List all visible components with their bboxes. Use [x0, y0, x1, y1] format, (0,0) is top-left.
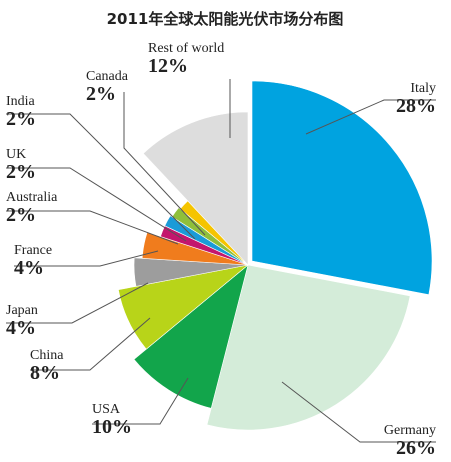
leader-line-germany	[281, 381, 436, 443]
slice-china	[117, 264, 249, 350]
slice-italy	[251, 80, 433, 296]
slice-uk	[164, 215, 249, 266]
label-value-china: 8%	[30, 362, 60, 384]
label-value-japan: 4%	[6, 317, 36, 339]
label-value-australia: 2%	[6, 204, 36, 226]
label-value-france: 4%	[14, 257, 44, 279]
label-name-china: China	[30, 348, 64, 363]
leader-line-australia	[6, 210, 179, 245]
slice-japan	[133, 257, 249, 287]
slice-rest-of-world	[142, 111, 249, 266]
label-name-italy: Italy	[410, 81, 436, 96]
slice-usa	[133, 264, 249, 409]
label-name-uk: UK	[6, 147, 26, 162]
label-value-canada: 2%	[86, 83, 116, 105]
chart-title: 2011年全球太阳能光伏市场分布图	[107, 10, 344, 28]
leader-lines	[6, 79, 436, 443]
leader-line-india	[6, 113, 196, 240]
slices-layer	[117, 80, 433, 431]
label-value-italy: 28%	[396, 95, 436, 117]
leader-line-japan	[6, 282, 149, 324]
leader-line-france	[14, 250, 159, 267]
label-name-australia: Australia	[6, 190, 58, 205]
label-name-canada: Canada	[86, 69, 129, 84]
label-name-rest-of-world: Rest of world	[148, 41, 224, 56]
leader-line-italy	[305, 99, 436, 135]
label-value-usa: 10%	[92, 416, 132, 438]
leader-line-canada	[123, 92, 206, 236]
slice-germany	[206, 264, 411, 431]
leader-line-uk	[6, 167, 187, 242]
leader-line-china	[30, 317, 151, 371]
label-name-japan: Japan	[6, 303, 38, 318]
leader-line-usa	[92, 377, 189, 425]
label-name-germany: Germany	[384, 423, 436, 438]
label-value-india: 2%	[6, 108, 36, 130]
label-name-india: India	[6, 94, 36, 109]
label-value-rest-of-world: 12%	[148, 55, 188, 77]
label-name-france: France	[14, 243, 52, 258]
slice-india	[171, 207, 249, 266]
slice-labels: Italy28%Germany26%USA10%China8%Japan4%Fr…	[6, 41, 436, 459]
label-value-uk: 2%	[6, 161, 36, 183]
label-value-germany: 26%	[396, 437, 436, 459]
label-name-usa: USA	[92, 402, 121, 417]
